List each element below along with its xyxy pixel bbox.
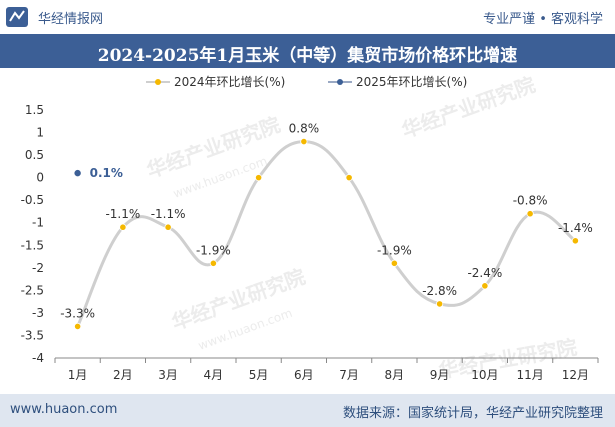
y-tick-label: -3 bbox=[32, 306, 44, 320]
x-tick-label: 1月 bbox=[68, 368, 88, 382]
y-tick-label: -1 bbox=[32, 216, 44, 230]
title-bar: 2024-2025年1月玉米（中等）集贸市场价格环比增速 bbox=[0, 34, 615, 68]
series-2024-data-label: -1.1% bbox=[105, 207, 140, 221]
y-tick-label: -2 bbox=[32, 261, 44, 275]
series-2025-point bbox=[74, 169, 81, 177]
x-tick-label: 11月 bbox=[516, 368, 543, 382]
brand-logo-icon bbox=[6, 7, 28, 27]
series-2024-data-label: -1.1% bbox=[151, 207, 186, 221]
y-tick-label: 1.5 bbox=[25, 103, 44, 117]
series-2024-data-label: -1.9% bbox=[196, 243, 231, 257]
chart-title: 2024-2025年1月玉米（中等）集贸市场价格环比增速 bbox=[97, 46, 518, 66]
series-2025-data-label: 0.1% bbox=[90, 166, 123, 180]
series-2024: -3.3% -1.1% -1.1% -1.9% 0.8% -1.9% -2.8% -2.4% -… bbox=[60, 122, 593, 331]
x-tick-label: 5月 bbox=[249, 368, 269, 382]
series-2024-point bbox=[255, 174, 263, 182]
series-2024-line bbox=[76, 140, 577, 328]
legend: 2024年环比增长(%) 2025年环比增长(%) bbox=[146, 75, 467, 89]
series-2024-point bbox=[481, 282, 489, 290]
top-bar: 华经情报网 专业严谨 • 客观科学 bbox=[0, 0, 615, 34]
series-2024-data-label: -1.4% bbox=[558, 221, 593, 235]
y-tick-label: 0 bbox=[36, 171, 44, 185]
x-tick-label: 9月 bbox=[430, 368, 450, 382]
series-2024-point bbox=[436, 300, 444, 308]
line-chart: 华经产业研究院 华经产业研究院 华经产业研究院 华经产业研究院 www.huao… bbox=[21, 72, 599, 383]
series-2024-data-label: -2.4% bbox=[467, 266, 502, 280]
series-2024-point bbox=[345, 174, 353, 182]
y-tick-label: -1.5 bbox=[21, 238, 44, 252]
brand-name: 华经情报网 bbox=[38, 12, 104, 27]
series-2024-data-label: -1.9% bbox=[377, 243, 412, 257]
legend-marker-2024 bbox=[155, 79, 161, 85]
series-2024-data-label: -2.8% bbox=[422, 284, 457, 298]
series-2024-point bbox=[164, 223, 172, 231]
series-2024-data-label: 0.8% bbox=[289, 122, 320, 136]
series-2024-point bbox=[209, 259, 217, 267]
watermarks: 华经产业研究院 华经产业研究院 华经产业研究院 华经产业研究院 www.huao… bbox=[144, 72, 579, 383]
x-tick-label: 8月 bbox=[385, 368, 405, 382]
x-tick-label: 3月 bbox=[158, 368, 178, 382]
x-tick-label: 2月 bbox=[113, 368, 133, 382]
data-source: 数据来源：国家统计局，华经产业研究院整理 bbox=[342, 406, 603, 421]
y-tick-label: 1 bbox=[36, 126, 44, 140]
y-axis: 1.5 1 0.5 0 -0.5 -1 -1.5 -2 -2.5 -3 -3.5 -4 bbox=[21, 103, 44, 365]
website-url: www.huaon.com bbox=[10, 402, 118, 417]
x-tick-label: 12月 bbox=[562, 368, 589, 382]
y-tick-label: -3.5 bbox=[21, 328, 44, 342]
x-tick-label: 6月 bbox=[294, 368, 314, 382]
series-2024-point bbox=[300, 137, 308, 146]
series-2025: 0.1% bbox=[74, 166, 123, 180]
tagline: 专业严谨 • 客观科学 bbox=[483, 12, 603, 27]
x-tick-label: 4月 bbox=[204, 368, 224, 382]
legend-marker-2025 bbox=[337, 79, 343, 85]
legend-label-2024: 2024年环比增长(%) bbox=[174, 75, 285, 89]
series-2024-point bbox=[74, 322, 82, 331]
series-2024-point bbox=[119, 223, 127, 231]
x-tick-label: 10月 bbox=[471, 368, 498, 382]
x-tick-label: 7月 bbox=[339, 368, 359, 382]
series-2024-data-label: -3.3% bbox=[60, 306, 95, 320]
y-tick-label: -2.5 bbox=[21, 283, 44, 297]
series-2024-point bbox=[571, 237, 579, 245]
y-tick-label: -4 bbox=[32, 351, 44, 365]
y-tick-label: 0.5 bbox=[25, 148, 44, 162]
y-tick-label: -0.5 bbox=[21, 193, 44, 207]
x-axis: 1月 2月 3月 4月 5月 6月 7月 8月 9月 10月 11月 12月 bbox=[54, 358, 599, 382]
footer: www.huaon.com 数据来源：国家统计局，华经产业研究院整理 bbox=[0, 394, 615, 427]
series-2024-point bbox=[526, 210, 534, 218]
series-2024-point bbox=[390, 259, 398, 267]
legend-label-2025: 2025年环比增长(%) bbox=[356, 75, 467, 89]
series-2024-data-label: -0.8% bbox=[513, 194, 548, 208]
